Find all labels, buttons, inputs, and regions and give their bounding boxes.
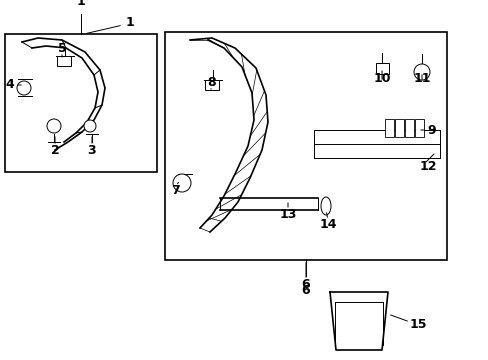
Ellipse shape: [320, 197, 330, 215]
Bar: [414, 119, 423, 137]
Bar: [5, 34, 157, 172]
Text: 3: 3: [87, 144, 96, 157]
Bar: [394, 119, 403, 137]
Text: 9: 9: [427, 123, 435, 136]
Circle shape: [413, 64, 429, 80]
Bar: [204, 80, 219, 90]
Text: 15: 15: [408, 318, 426, 330]
Text: 14: 14: [319, 217, 336, 230]
Circle shape: [84, 120, 96, 132]
Text: 13: 13: [279, 207, 296, 220]
Circle shape: [173, 174, 191, 192]
Text: 10: 10: [372, 72, 390, 85]
Bar: [384, 119, 393, 137]
Bar: [57, 56, 71, 66]
Bar: [164, 32, 446, 260]
Text: 1: 1: [77, 0, 85, 8]
Text: 11: 11: [412, 72, 430, 85]
Text: 8: 8: [207, 76, 216, 89]
Text: 2: 2: [51, 144, 59, 157]
Text: 1: 1: [125, 15, 134, 28]
Text: 4: 4: [6, 78, 14, 91]
Bar: [375, 63, 388, 74]
Circle shape: [17, 81, 31, 95]
Text: 7: 7: [171, 184, 180, 197]
Text: 12: 12: [418, 159, 436, 172]
Text: 6: 6: [301, 278, 310, 291]
Circle shape: [47, 119, 61, 133]
Text: 6: 6: [301, 284, 310, 297]
Bar: [404, 119, 413, 137]
Text: 5: 5: [58, 41, 66, 54]
